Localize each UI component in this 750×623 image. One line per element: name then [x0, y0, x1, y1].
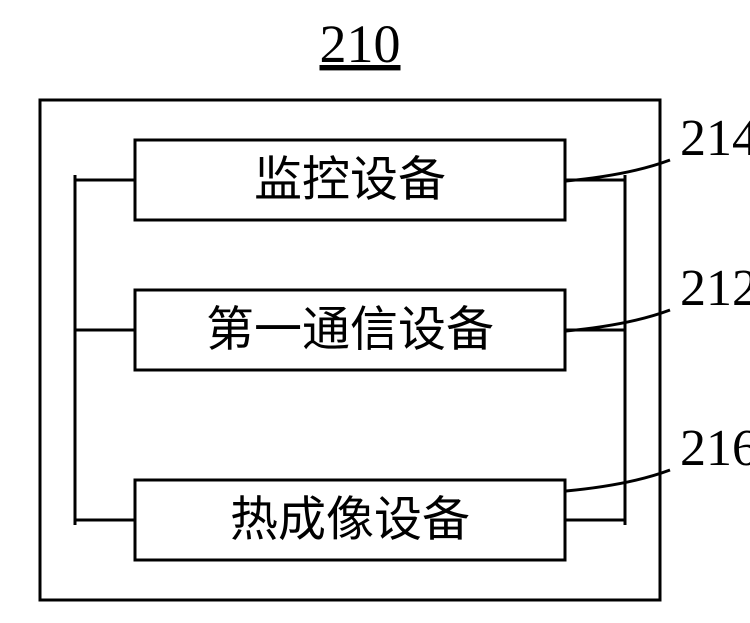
- leader-line: [566, 470, 670, 491]
- block-214: 监控设备: [75, 140, 625, 220]
- leader-line: [566, 310, 670, 331]
- ref-214: 214: [566, 110, 750, 181]
- ref-text: 216: [680, 420, 750, 477]
- block-label: 热成像设备: [230, 494, 470, 547]
- diagram-title: 210: [320, 14, 401, 74]
- ref-212: 212: [566, 260, 750, 331]
- block-216: 热成像设备: [75, 480, 625, 560]
- block-212: 第一通信设备: [75, 290, 625, 370]
- block-label: 第一通信设备: [206, 304, 494, 357]
- leader-line: [566, 160, 670, 181]
- block-label: 监控设备: [254, 154, 446, 207]
- ref-text: 214: [680, 110, 750, 167]
- ref-text: 212: [680, 260, 750, 317]
- diagram-svg: 210 监控设备 第一通信设备 热成像设备 214 212 216: [0, 0, 750, 623]
- ref-216: 216: [566, 420, 750, 491]
